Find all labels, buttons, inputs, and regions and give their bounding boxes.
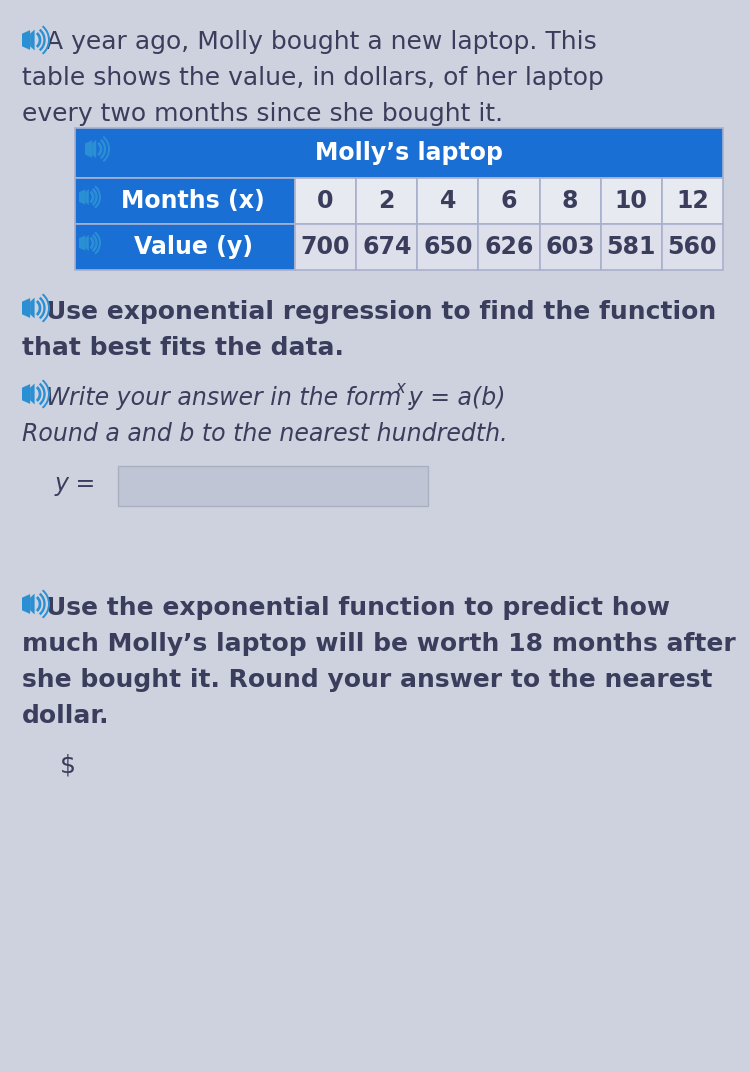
Text: 700: 700	[301, 235, 350, 259]
Text: 603: 603	[545, 235, 595, 259]
Text: she bought it. Round your answer to the nearest: she bought it. Round your answer to the …	[22, 668, 712, 693]
FancyBboxPatch shape	[539, 178, 601, 224]
Polygon shape	[30, 298, 34, 318]
Text: table shows the value, in dollars, of her laptop: table shows the value, in dollars, of he…	[22, 66, 604, 90]
Text: 8: 8	[562, 189, 578, 213]
FancyBboxPatch shape	[417, 224, 478, 270]
FancyBboxPatch shape	[417, 178, 478, 224]
FancyBboxPatch shape	[601, 224, 662, 270]
Text: 10: 10	[615, 189, 648, 213]
Text: 626: 626	[484, 235, 534, 259]
Text: Value (y): Value (y)	[134, 235, 253, 259]
Text: dollar.: dollar.	[22, 704, 110, 728]
Text: 650: 650	[423, 235, 472, 259]
Text: Round a and b to the nearest hundredth.: Round a and b to the nearest hundredth.	[22, 422, 508, 446]
Text: much Molly’s laptop will be worth 18 months after: much Molly’s laptop will be worth 18 mon…	[22, 632, 736, 656]
Text: x: x	[396, 379, 406, 397]
FancyBboxPatch shape	[295, 178, 356, 224]
FancyBboxPatch shape	[75, 128, 723, 178]
Text: 560: 560	[668, 235, 717, 259]
Text: 12: 12	[676, 189, 709, 213]
Text: 0: 0	[317, 189, 334, 213]
FancyBboxPatch shape	[662, 224, 723, 270]
Polygon shape	[30, 30, 34, 50]
Text: A year ago, Molly bought a new laptop. This: A year ago, Molly bought a new laptop. T…	[46, 30, 597, 54]
Text: 6: 6	[501, 189, 518, 213]
Text: y =: y =	[55, 472, 96, 496]
FancyBboxPatch shape	[478, 178, 539, 224]
Polygon shape	[22, 594, 30, 614]
Polygon shape	[85, 140, 92, 158]
Text: Use exponential regression to find the function: Use exponential regression to find the f…	[46, 300, 716, 324]
Text: 2: 2	[379, 189, 395, 213]
Polygon shape	[30, 594, 34, 614]
Text: Molly’s laptop: Molly’s laptop	[315, 142, 503, 165]
Text: .: .	[407, 386, 415, 410]
Polygon shape	[92, 139, 96, 159]
Polygon shape	[86, 235, 88, 251]
FancyBboxPatch shape	[118, 466, 428, 506]
Text: every two months since she bought it.: every two months since she bought it.	[22, 102, 503, 126]
FancyBboxPatch shape	[356, 224, 417, 270]
FancyBboxPatch shape	[478, 224, 539, 270]
FancyBboxPatch shape	[356, 178, 417, 224]
Text: Use the exponential function to predict how: Use the exponential function to predict …	[46, 596, 670, 620]
FancyBboxPatch shape	[601, 178, 662, 224]
FancyBboxPatch shape	[539, 224, 601, 270]
Text: that best fits the data.: that best fits the data.	[22, 336, 344, 360]
Polygon shape	[79, 190, 86, 205]
Polygon shape	[22, 30, 30, 50]
Text: 674: 674	[362, 235, 412, 259]
Polygon shape	[22, 384, 30, 404]
Text: Months (x): Months (x)	[122, 189, 265, 213]
Text: 4: 4	[440, 189, 456, 213]
Text: Write your answer in the form y = a(b): Write your answer in the form y = a(b)	[46, 386, 506, 410]
Polygon shape	[79, 235, 86, 251]
FancyBboxPatch shape	[75, 178, 295, 224]
Text: 581: 581	[607, 235, 656, 259]
FancyBboxPatch shape	[662, 178, 723, 224]
Polygon shape	[86, 189, 88, 205]
Polygon shape	[30, 384, 34, 404]
Polygon shape	[22, 298, 30, 318]
FancyBboxPatch shape	[295, 224, 356, 270]
Text: $: $	[60, 754, 76, 778]
FancyBboxPatch shape	[75, 224, 295, 270]
